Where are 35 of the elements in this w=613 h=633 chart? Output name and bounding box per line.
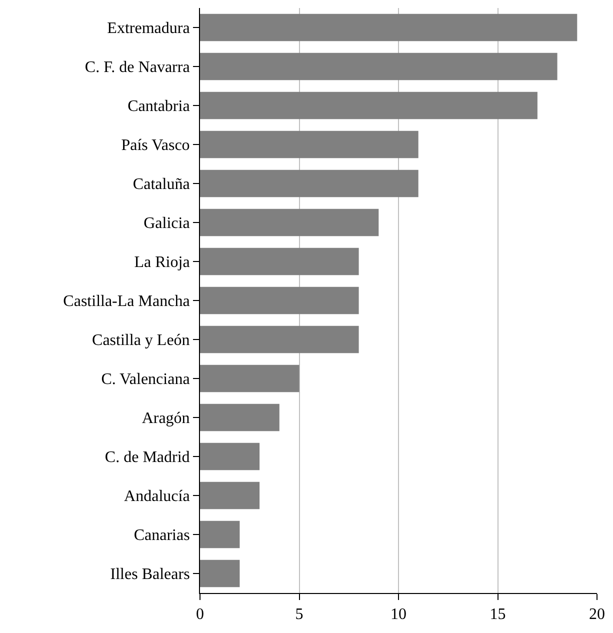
x-tick-label: 10 (390, 606, 406, 624)
bar (200, 208, 379, 236)
y-tick-label: C. Valenciana (101, 371, 190, 388)
y-tick-label: La Rioja (134, 254, 190, 272)
bar (200, 482, 260, 510)
y-tick-label: Aragón (142, 410, 190, 428)
x-tick-label: 5 (295, 606, 304, 624)
bar (200, 52, 558, 80)
bar (200, 130, 418, 158)
y-tick-label: Cataluña (132, 176, 190, 194)
y-tick-label: Canarias (134, 527, 190, 544)
bar (200, 560, 240, 588)
x-tick-label: 0 (196, 606, 204, 624)
bar (200, 520, 240, 548)
y-tick-label: Andalucía (124, 488, 190, 506)
y-tick-label: Cantabria (128, 98, 190, 116)
y-tick-label: País Vasco (121, 137, 190, 154)
bar (200, 404, 280, 432)
bar (200, 286, 359, 314)
x-tick-label: 20 (589, 606, 605, 624)
bar (200, 170, 418, 198)
x-tick-label: 15 (490, 606, 506, 624)
bar (200, 364, 300, 392)
bar (200, 14, 578, 42)
y-tick-label: Galicia (144, 215, 190, 232)
bar (200, 248, 359, 276)
bar (200, 92, 538, 120)
y-tick-label: C. de Madrid (104, 449, 190, 466)
bar (200, 442, 260, 470)
bar (200, 326, 359, 354)
y-tick-label: Castilla-La Mancha (63, 293, 190, 310)
y-tick-label: Castilla y León (92, 332, 190, 350)
y-tick-label: C. F. de Navarra (84, 59, 190, 76)
y-tick-label: Illes Balears (110, 566, 190, 584)
y-tick-label: Extremadura (107, 20, 190, 38)
